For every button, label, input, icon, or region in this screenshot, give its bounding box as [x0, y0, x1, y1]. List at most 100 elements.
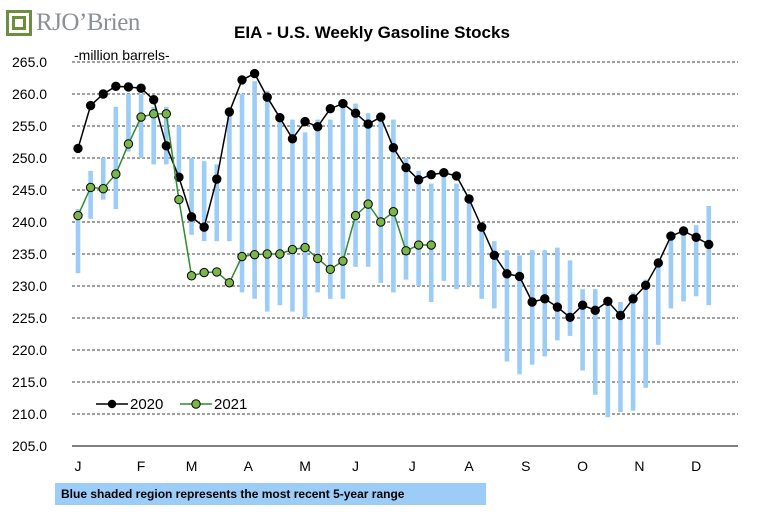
series-2020-point-10	[186, 212, 197, 222]
series-2021-point-5	[123, 139, 134, 149]
range-bar-48	[668, 234, 674, 309]
range-bar-16	[264, 90, 270, 312]
series-2021-point-26	[388, 207, 399, 217]
range-bar-3	[100, 158, 106, 200]
series-2020-point-39	[552, 302, 563, 312]
series-2020-point-48	[666, 231, 676, 241]
x-tick-label-5: J	[352, 458, 359, 474]
series-2020-point-11	[199, 222, 209, 232]
series-2021-point-24	[363, 199, 373, 209]
series-2021-point-18	[287, 244, 298, 255]
range-bar-36	[517, 255, 522, 375]
range-bar-15	[252, 81, 257, 299]
series-2020-point-6	[136, 83, 146, 93]
series-2021-point-21	[325, 264, 336, 275]
series-2020-point-20	[312, 121, 323, 132]
y-tick-label-12: 265.0	[12, 54, 47, 70]
logo-mark-icon	[6, 10, 32, 36]
range-bar-41	[580, 289, 585, 371]
series-2020-point-4	[111, 81, 121, 92]
y-tick-label-6: 235.0	[12, 246, 47, 262]
brand-logo: RJO’Brien	[6, 8, 140, 38]
series-2020-point-25	[376, 112, 386, 122]
range-bar-11	[201, 161, 207, 242]
series-2021-point-27	[401, 246, 411, 256]
chart-title: EIA - U.S. Weekly Gasoline Stocks	[234, 23, 510, 42]
series-2020-point-23	[350, 108, 361, 118]
range-bar-25	[378, 119, 384, 283]
range-bar-6	[138, 94, 144, 158]
series-2020-point-36	[514, 271, 525, 282]
series-2021-point-7	[148, 109, 159, 119]
series-2020-point-41	[577, 300, 588, 310]
series-2020-point-35	[502, 269, 512, 279]
x-tick-label-1: F	[137, 458, 146, 474]
range-bar-30	[441, 177, 447, 281]
y-tick-label-0: 205.0	[12, 438, 47, 454]
range-bar-2	[88, 170, 93, 219]
series-2021-point-4	[111, 169, 121, 179]
series-2020	[73, 68, 714, 323]
series-2020-point-32	[464, 194, 474, 204]
x-tick-label-9: O	[577, 458, 588, 474]
series-2020-point-31	[451, 171, 462, 181]
series-2020-point-5	[123, 82, 134, 92]
legend-2021-marker	[191, 399, 201, 409]
range-bar-43	[605, 298, 611, 418]
series-2021-point-17	[275, 249, 285, 259]
series-2020-point-17	[275, 112, 285, 123]
x-tick-label-8: S	[521, 458, 530, 474]
range-bar-39	[555, 247, 560, 341]
y-tick-label-5: 230.0	[12, 278, 47, 294]
x-tick-label-3: A	[244, 458, 254, 474]
series-2021-point-2	[85, 182, 96, 193]
y-tick-label-1: 210.0	[12, 406, 47, 422]
series-2020-point-37	[527, 297, 537, 307]
y-tick-label-3: 220.0	[12, 342, 47, 358]
range-bar-19	[302, 132, 308, 318]
range-bar-14	[239, 94, 245, 293]
series-2021-point-14	[237, 251, 247, 262]
y-tick-label-11: 260.0	[12, 86, 47, 102]
series-2021-point-6	[136, 112, 146, 122]
range-bar-13	[227, 113, 232, 242]
series-2020-point-30	[439, 168, 449, 178]
range-bar-9	[176, 126, 182, 178]
series-2020-point-27	[401, 162, 411, 173]
series-2021-point-22	[338, 256, 348, 266]
range-bar-32	[466, 202, 472, 286]
series-2020-point-3	[98, 89, 108, 99]
range-bar-24	[365, 113, 371, 267]
series-2020-point-1	[73, 143, 83, 154]
x-tick-label-7: A	[464, 458, 474, 474]
series-2020-point-38	[540, 294, 550, 304]
range-bar-45	[630, 292, 636, 411]
series-2020-point-29	[426, 169, 436, 180]
range-bar-18	[290, 119, 295, 312]
range-bar-5	[126, 94, 131, 152]
series-2021-point-25	[376, 217, 386, 227]
range-bar-37	[529, 250, 535, 365]
y-axis-unit-label: -million barrels-	[74, 47, 170, 63]
x-tick-label-0: J	[75, 458, 82, 474]
series-2020-point-13	[224, 107, 235, 117]
range-bar-10	[189, 158, 194, 235]
series-2020-point-2	[85, 100, 96, 111]
range-bar-17	[277, 113, 283, 306]
legend: 2020 2021	[96, 396, 247, 413]
series-2020-point-49	[678, 226, 689, 236]
range-bar-28	[416, 170, 421, 286]
series-2020-point-44	[615, 310, 626, 321]
series-2021-point-9	[174, 194, 184, 205]
range-bar-46	[643, 279, 648, 388]
range-bar-35	[504, 250, 510, 362]
legend-2020-marker	[107, 399, 117, 409]
series-2020-point-42	[590, 305, 600, 316]
series-2021-point-12	[212, 267, 222, 277]
series-2021-point-3	[98, 184, 108, 194]
series-2021-point-15	[249, 249, 260, 260]
series-2020-point-9	[174, 172, 184, 182]
y-tick-label-7: 240.0	[12, 214, 47, 230]
